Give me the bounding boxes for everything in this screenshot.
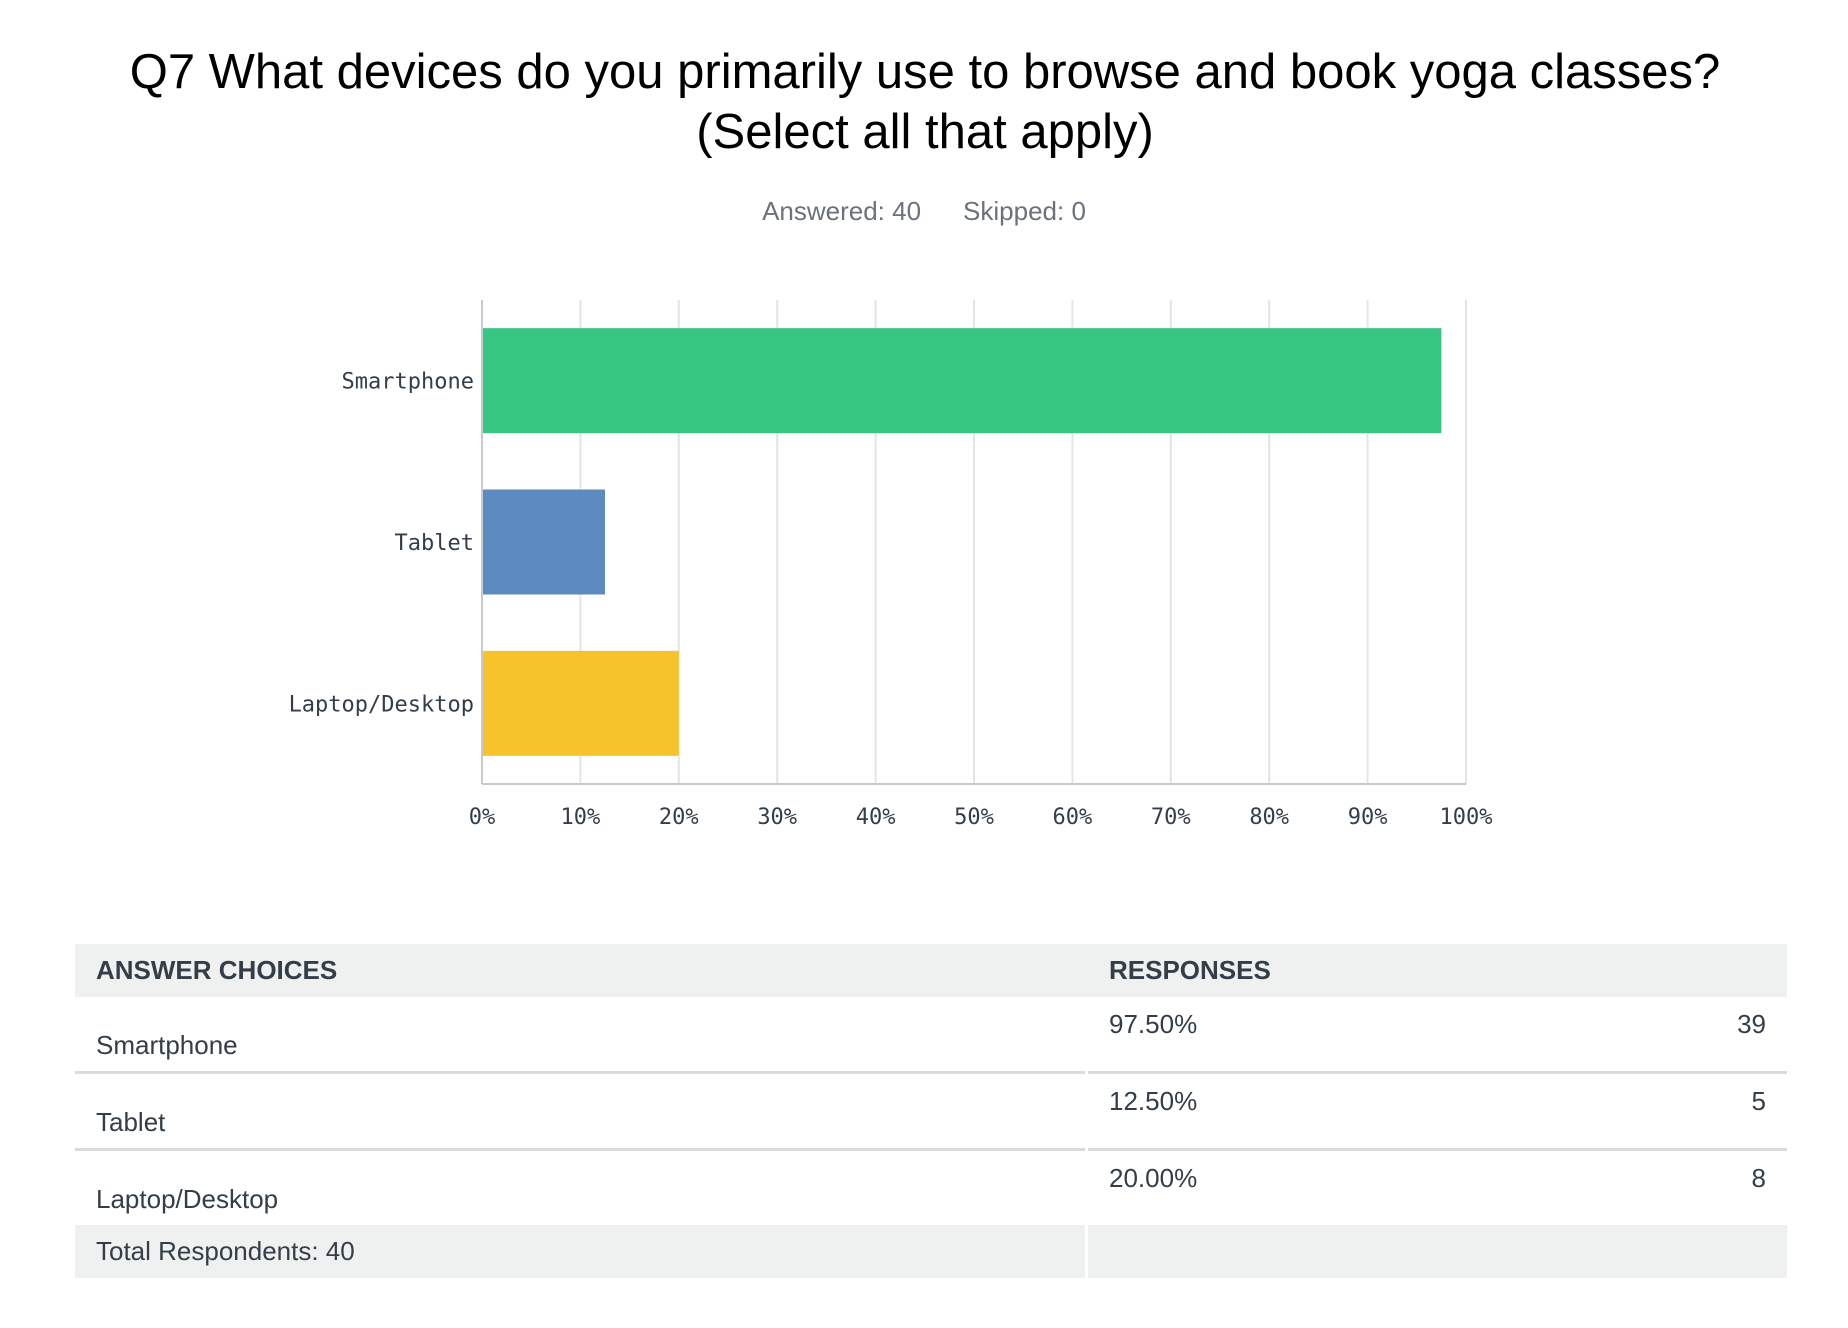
response-count: 5 xyxy=(1540,1072,1787,1151)
bar-chart: Smartphone Tablet Laptop/Desktop 0% 10% 20% 3… xyxy=(289,300,1493,830)
x-tick-label: 50% xyxy=(954,805,994,830)
bar-tablet xyxy=(482,489,605,595)
x-tick-label: 100% xyxy=(1440,805,1493,830)
chart-bars xyxy=(482,328,1442,756)
responses-header: RESPONSES xyxy=(1088,944,1787,997)
total-respondents: Total Respondents: 40 xyxy=(75,1225,1085,1278)
response-count: 39 xyxy=(1540,997,1787,1074)
response-summary: Answered: 40 Skipped: 0 xyxy=(0,196,1848,227)
chart-axes xyxy=(481,300,1466,785)
category-label: Smartphone xyxy=(342,370,474,395)
choice-label: Tablet xyxy=(75,1072,1085,1151)
table-row: Smartphone 97.50% 39 xyxy=(75,997,1787,1074)
response-percent: 97.50% xyxy=(1088,997,1541,1074)
bar-smartphone xyxy=(482,328,1442,434)
x-tick-label: 40% xyxy=(856,805,896,830)
response-count: 8 xyxy=(1751,1163,1766,1193)
x-tick-label: 90% xyxy=(1348,805,1388,830)
table-row: Tablet 12.50% 5 xyxy=(75,1072,1787,1151)
x-tick-label: 60% xyxy=(1053,805,1093,830)
bar-laptop-desktop xyxy=(482,650,679,756)
answer-choices-header: ANSWER CHOICES xyxy=(75,944,1085,997)
question-title-line1: Q7 What devices do you primarily use to … xyxy=(129,45,1721,99)
x-tick-label: 20% xyxy=(659,805,699,830)
x-tick-label: 0% xyxy=(469,805,496,830)
question-title: Q7 What devices do you primarily use to … xyxy=(80,42,1770,162)
category-label: Laptop/Desktop xyxy=(289,692,474,717)
x-tick-labels: 0% 10% 20% 30% 40% 50% 60% 70% 80% 90% 100% xyxy=(469,805,1493,830)
choice-label: Laptop/Desktop xyxy=(96,1184,279,1214)
x-tick-label: 70% xyxy=(1151,805,1191,830)
x-tick-label: 80% xyxy=(1249,805,1289,830)
skipped-count: Skipped: 0 xyxy=(963,196,1086,226)
table-row: Laptop/Desktop 20.00% 8 xyxy=(75,1149,1787,1225)
table-total-row: Total Respondents: 40 xyxy=(75,1225,1787,1278)
question-title-line2: (Select all that apply) xyxy=(696,105,1154,159)
responses-table: ANSWER CHOICES RESPONSES Smartphone 97.5… xyxy=(75,944,1787,1278)
table-header-row: ANSWER CHOICES RESPONSES xyxy=(75,944,1787,997)
category-labels: Smartphone Tablet Laptop/Desktop xyxy=(289,370,474,718)
category-label: Tablet xyxy=(395,531,474,556)
x-tick-label: 10% xyxy=(561,805,601,830)
answered-count: Answered: 40 xyxy=(762,196,922,226)
choice-label: Smartphone xyxy=(75,997,1085,1074)
response-percent: 12.50% xyxy=(1088,1072,1541,1151)
response-percent: 20.00% xyxy=(1109,1163,1198,1193)
x-tick-label: 30% xyxy=(757,805,797,830)
